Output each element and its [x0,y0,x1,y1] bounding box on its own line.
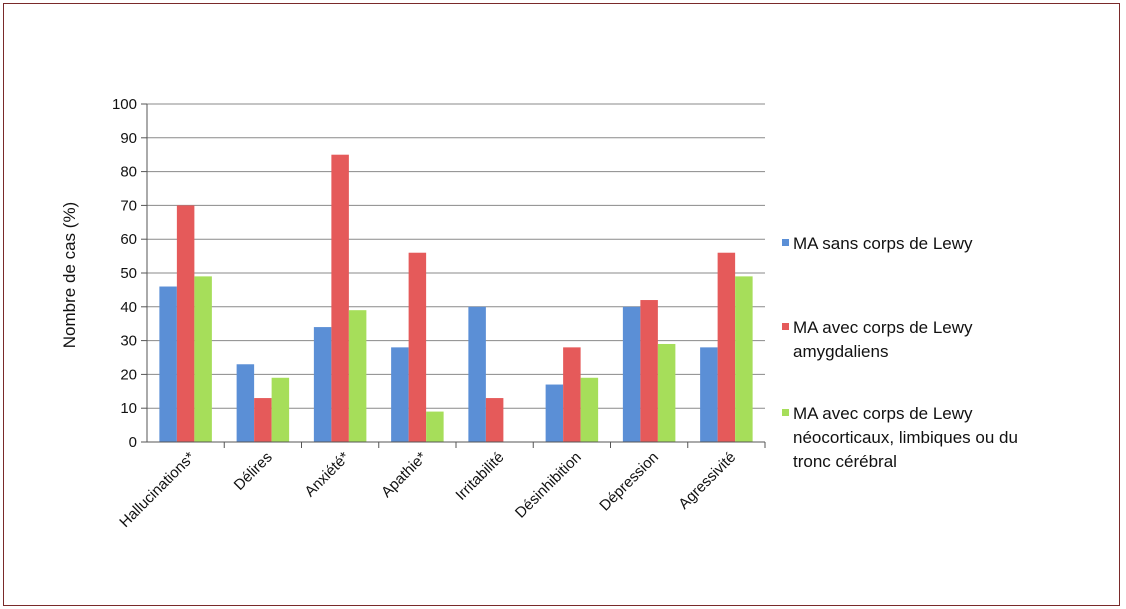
bar [426,411,444,442]
legend-item: MA avec corps de Lewy amygdaliens [782,316,973,364]
legend-label: MA sans corps de Lewy [793,234,973,253]
bar [254,398,272,442]
y-tick-label: 50 [120,265,137,282]
y-tick-labels: 0 10 20 30 40 50 60 70 80 90 100 [112,96,137,451]
x-tick-label: Désinhibition [512,449,585,522]
bar [717,252,736,442]
x-tick-labels: Hallucinations* Délires Anxiété* Apathie* Ir… [116,449,739,531]
y-axis-label: Nombre de cas (%) [60,202,79,348]
bar [545,384,564,442]
legend-label: MA avec corps de Lewy néocorticaux, limb… [793,404,1018,471]
bar [657,343,676,442]
bar [159,286,177,442]
bar [408,252,427,442]
bar [735,276,753,442]
bar [271,377,290,442]
y-tick-label: 80 [120,164,137,181]
chart-frame [3,3,1120,606]
axes [141,103,766,448]
y-tick-label: 70 [120,197,137,214]
bar [580,377,599,442]
bars [159,154,753,442]
legend-label: MA avec corps de Lewy amygdaliens [793,318,973,361]
bar [468,306,486,442]
legend-item: MA avec corps de Lewy néocorticaux, limb… [782,402,1018,474]
x-tick-label: Anxiété* [301,449,353,501]
legend-item: MA sans corps de Lewy [782,232,973,256]
bar [236,364,255,442]
legend-swatch [782,239,789,246]
bar [194,276,212,442]
bar [700,347,718,442]
y-tick-label: 100 [112,96,137,113]
x-tick-label: Dépression [596,449,662,515]
y-tick-label: 0 [129,434,137,451]
x-tick-label: Délires [231,449,276,494]
x-tick-label: Agressivité [675,449,739,513]
legend-swatch [782,323,789,330]
y-tick-label: 40 [120,299,137,316]
bar [391,347,409,442]
bar [563,347,581,442]
bar [331,154,349,442]
y-tick-label: 60 [120,231,137,248]
y-tick-label: 10 [120,400,137,417]
x-tick-label: Apathie* [378,449,430,501]
x-tick-label: Hallucinations* [116,449,198,531]
bar [622,306,641,442]
bar [313,327,332,442]
bar [640,300,658,442]
bar [485,398,504,442]
bar [348,310,367,442]
legend-swatch [782,409,789,416]
y-tick-label: 90 [120,130,137,147]
y-tick-label: 20 [120,366,137,383]
bar [176,205,195,442]
x-tick-label: Irritabilité [452,449,507,504]
y-tick-label: 30 [120,333,137,350]
